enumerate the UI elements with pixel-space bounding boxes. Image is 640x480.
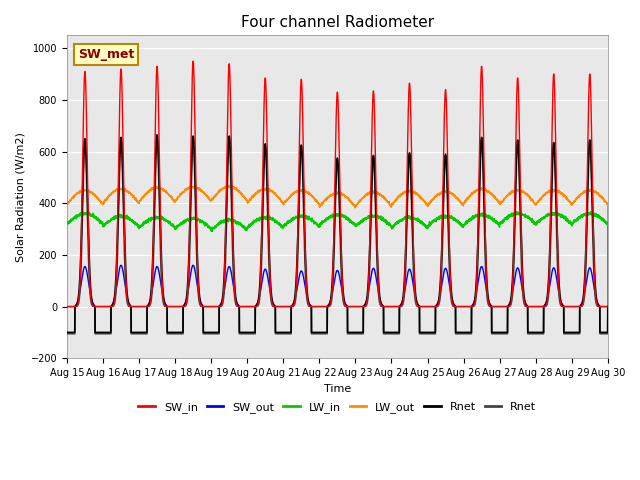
Y-axis label: Solar Radiation (W/m2): Solar Radiation (W/m2): [15, 132, 25, 262]
Legend: SW_in, SW_out, LW_in, LW_out, Rnet, Rnet: SW_in, SW_out, LW_in, LW_out, Rnet, Rnet: [134, 397, 541, 417]
Title: Four channel Radiometer: Four channel Radiometer: [241, 15, 434, 30]
X-axis label: Time: Time: [324, 384, 351, 394]
Text: SW_met: SW_met: [77, 48, 134, 61]
